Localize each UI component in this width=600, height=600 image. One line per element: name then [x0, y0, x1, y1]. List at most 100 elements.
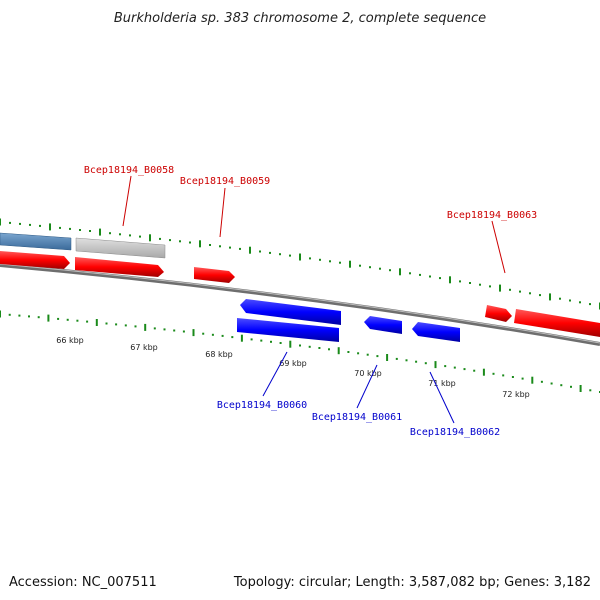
inner-ring-minor-tick	[124, 324, 127, 327]
outer-ring-minor-tick	[419, 273, 421, 276]
outer-ring-minor-tick	[339, 261, 341, 264]
outer-ring-minor-tick	[479, 283, 481, 286]
gene-forward-leading[interactable]	[0, 251, 70, 269]
inner-ring-minor-tick	[28, 315, 30, 318]
inner-ring-minor-tick	[357, 352, 360, 355]
inner-ring-minor-tick	[521, 377, 524, 380]
inner-ring-major-tick	[386, 354, 389, 361]
inner-ring-minor-tick	[308, 345, 311, 348]
inner-ring-major-tick	[434, 361, 437, 369]
gene-B0062[interactable]	[412, 322, 460, 342]
gene-B0060[interactable]	[237, 318, 339, 342]
inner-ring-minor-tick	[463, 368, 466, 371]
inner-ring-minor-tick	[270, 340, 272, 343]
label-B0059[interactable]: Bcep18194_B0059	[180, 176, 270, 187]
outer-ring-minor-tick	[119, 233, 121, 236]
outer-ring-minor-tick	[219, 245, 221, 248]
inner-ring-minor-tick	[540, 380, 543, 383]
outer-ring-minor-tick	[309, 257, 311, 260]
gene-B0063[interactable]	[514, 309, 600, 337]
outer-ring-minor-tick	[9, 221, 11, 224]
inner-ring-minor-tick	[134, 325, 137, 328]
outer-ring-minor-tick	[429, 275, 431, 278]
leader-B0063	[491, 220, 506, 274]
inner-ring-minor-tick	[415, 360, 418, 363]
feature-track	[0, 232, 166, 259]
outer-ring-minor-tick	[439, 277, 441, 280]
outer-ring-minor-tick	[109, 232, 111, 235]
outer-ring-minor-tick	[139, 235, 141, 238]
label-B0058[interactable]: Bcep18194_B0058	[84, 165, 174, 176]
gene-blue-upper[interactable]	[240, 299, 341, 325]
outer-ring-major-tick	[249, 246, 251, 254]
inner-ring-major-tick	[482, 368, 485, 376]
reverse-genes	[237, 299, 460, 342]
gene-B0061[interactable]	[364, 316, 402, 334]
tick-label-70: 70 kbp	[354, 369, 382, 378]
gene-B0063a[interactable]	[485, 305, 512, 322]
inner-ring-minor-tick	[8, 313, 11, 316]
outer-ring-major-tick	[199, 240, 201, 248]
outer-ring-minor-tick	[489, 285, 491, 288]
outer-ring-minor-tick	[189, 241, 191, 244]
outer-ring-minor-tick	[469, 282, 471, 284]
tick-label-71: 71 kbp	[428, 379, 456, 388]
outer-ring-minor-tick	[519, 290, 521, 293]
feature-steel-block[interactable]	[0, 232, 72, 251]
inner-ring-minor-tick	[57, 317, 60, 320]
outer-ring-minor-tick	[579, 301, 581, 304]
inner-ring-major-tick	[579, 385, 582, 392]
label-leaders	[122, 175, 506, 424]
outer-ring-major-tick	[0, 218, 1, 226]
outer-ring-minor-tick	[289, 254, 291, 257]
label-B0063[interactable]: Bcep18194_B0063	[447, 210, 537, 221]
gene-B0059[interactable]	[194, 267, 235, 283]
inner-ring-major-tick	[0, 310, 1, 318]
outer-ring-minor-tick	[509, 288, 511, 291]
label-B0062[interactable]: Bcep18194_B0062	[410, 427, 500, 438]
inner-ring-major-tick	[531, 376, 534, 384]
gene-B0058[interactable]	[75, 257, 164, 277]
inner-ring-minor-tick	[589, 389, 592, 392]
ruler-labels: 66 kbp 67 kbp 68 kbp 69 kbp 70 kbp 71 kb…	[56, 336, 530, 399]
inner-ring-minor-tick	[473, 369, 476, 372]
leader-B0060	[262, 351, 288, 397]
outer-ring-minor-tick	[559, 297, 561, 300]
inner-ring-minor-tick	[492, 372, 495, 375]
leader-B0058	[122, 175, 132, 227]
inner-ring-minor-tick	[182, 330, 185, 333]
tick-label-72: 72 kbp	[502, 390, 530, 399]
tick-label-67: 67 kbp	[130, 343, 158, 352]
tick-label-69: 69 kbp	[279, 359, 307, 368]
outer-ring-major-tick	[299, 253, 301, 261]
outer-ring-major-tick	[99, 228, 101, 236]
outer-ring-major-tick	[449, 276, 451, 284]
inner-ring-major-tick	[337, 347, 340, 355]
inner-ring-minor-tick	[279, 342, 282, 344]
inner-ring-minor-tick	[76, 319, 79, 322]
leader-B0061	[356, 364, 378, 409]
inner-ring-major-tick	[240, 334, 243, 342]
inner-ring-minor-tick	[299, 344, 301, 347]
outer-ring-minor-tick	[569, 299, 571, 302]
outer-ring-minor-tick	[589, 303, 591, 306]
inner-ring-minor-tick	[163, 328, 166, 331]
inner-ring-minor-tick	[444, 365, 447, 368]
inner-ring-major-tick	[95, 319, 98, 326]
leader-B0062	[429, 371, 455, 424]
inner-ring-minor-tick	[376, 355, 379, 358]
label-B0061[interactable]: Bcep18194_B0061	[312, 412, 402, 423]
outer-ring-minor-tick	[269, 251, 271, 254]
inner-ring-minor-tick	[66, 318, 69, 321]
outer-ring-major-tick	[499, 284, 501, 292]
outer-ring-minor-tick	[279, 253, 281, 256]
inner-ring-minor-tick	[502, 374, 505, 377]
label-B0060[interactable]: Bcep18194_B0060	[217, 400, 307, 411]
outer-ring-major-tick	[149, 234, 151, 242]
feature-grey-block[interactable]	[75, 237, 166, 259]
inner-ring-minor-tick	[328, 348, 330, 351]
inner-ring-minor-tick	[347, 351, 350, 353]
outer-ring-major-tick	[349, 260, 351, 268]
inner-ring-minor-tick	[153, 327, 156, 330]
